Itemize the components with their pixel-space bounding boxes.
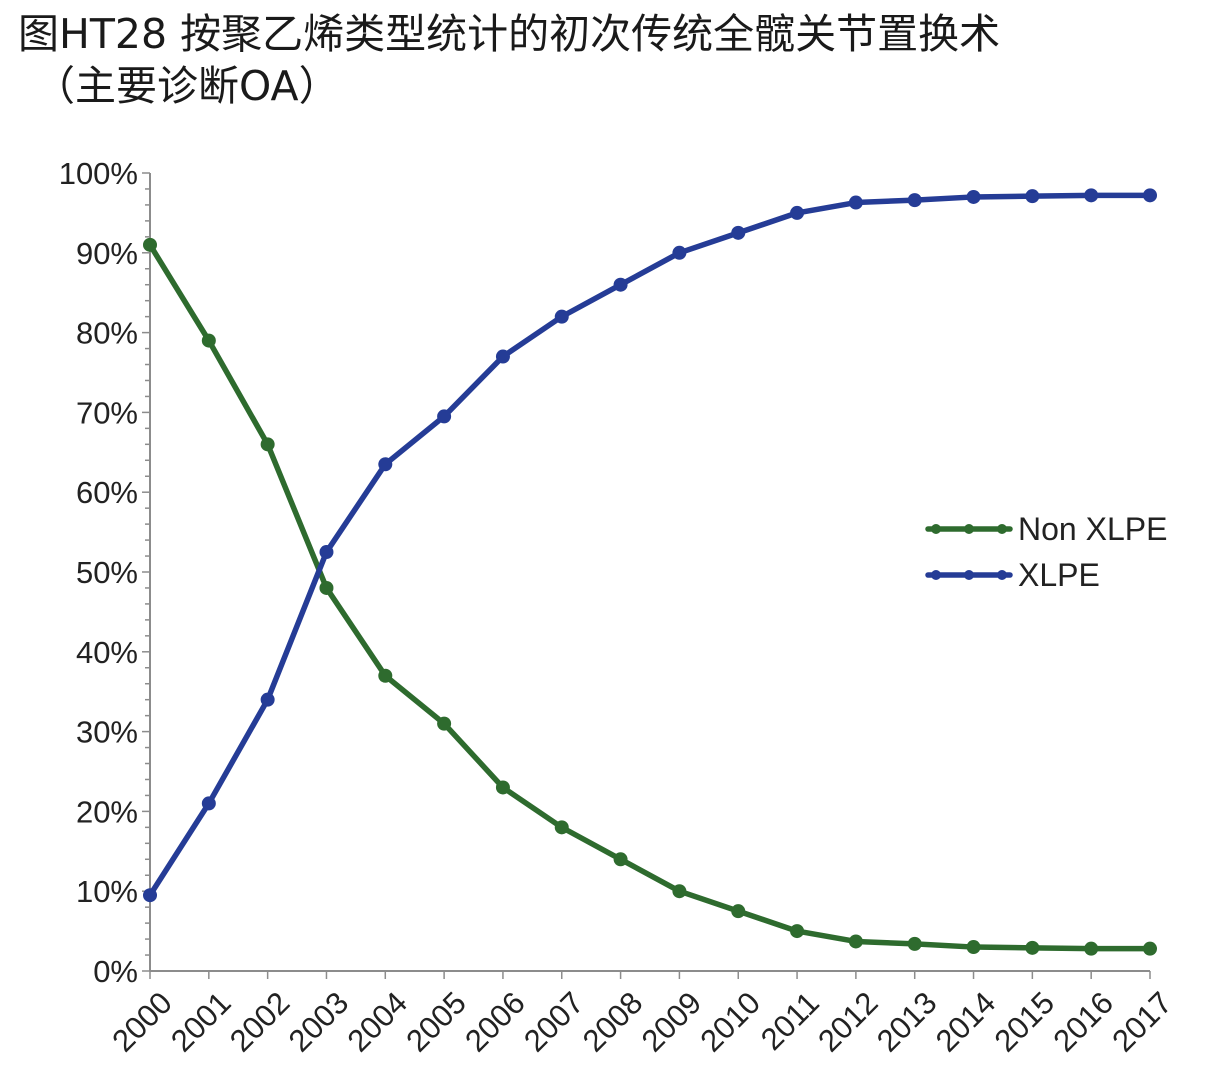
y-tick-label: 70% [76, 395, 138, 430]
data-point-xlpe [613, 277, 628, 292]
x-tick-label: 2002 [223, 985, 297, 1059]
data-point-xlpe [378, 457, 393, 472]
series-layer [143, 188, 1157, 956]
data-point-non-xlpe [966, 940, 981, 955]
data-point-xlpe [907, 193, 922, 208]
x-tick-label: 2004 [341, 985, 415, 1059]
x-tick-label: 2017 [1105, 985, 1179, 1059]
x-tick-label: 2005 [399, 985, 473, 1059]
data-point-non-xlpe [260, 437, 275, 452]
series-line-non-xlpe [147, 242, 1153, 952]
data-point-non-xlpe [1084, 941, 1099, 956]
data-point-xlpe [143, 888, 157, 903]
y-tick-label: 0% [93, 954, 138, 989]
data-point-xlpe [1084, 188, 1099, 203]
data-point-non-xlpe [613, 852, 628, 867]
x-tick-label: 2008 [576, 985, 650, 1059]
data-point-xlpe [1025, 189, 1040, 204]
y-tick-label: 60% [76, 475, 138, 510]
data-point-non-xlpe [495, 780, 510, 795]
x-tick-label: 2000 [105, 985, 179, 1059]
y-tick-label: 40% [76, 635, 138, 670]
data-point-xlpe [495, 349, 510, 364]
data-point-xlpe [672, 245, 687, 260]
data-point-non-xlpe [731, 904, 746, 919]
legend-marker-xlpe [964, 570, 974, 580]
data-point-xlpe [848, 195, 863, 210]
legend-marker-non-xlpe [964, 524, 974, 534]
data-point-non-xlpe [1143, 941, 1157, 956]
y-tick-label: 80% [76, 316, 138, 351]
data-point-xlpe [437, 409, 452, 424]
data-point-xlpe [966, 189, 981, 204]
data-point-non-xlpe [143, 237, 157, 252]
data-point-xlpe [1143, 188, 1157, 203]
data-point-non-xlpe [907, 936, 922, 951]
x-tick-label: 2001 [164, 985, 238, 1059]
data-point-non-xlpe [201, 333, 216, 348]
x-tick-label: 2014 [929, 985, 1003, 1059]
data-point-xlpe [319, 545, 334, 560]
x-tick-label: 2010 [694, 985, 768, 1059]
data-point-non-xlpe [790, 924, 805, 939]
legend-marker-xlpe [997, 570, 1007, 580]
data-point-xlpe [554, 309, 569, 324]
chart-title-line1: 图HT28 按聚乙烯类型统计的初次传统全髋关节置换术 [18, 10, 1001, 58]
y-tick-label: 90% [76, 236, 138, 271]
data-point-xlpe [790, 205, 805, 220]
series-line-xlpe [147, 192, 1153, 898]
x-tick-label: 2006 [458, 985, 532, 1059]
x-tick-label: 2003 [282, 985, 356, 1059]
data-point-xlpe [731, 225, 746, 240]
y-tick-label: 50% [76, 555, 138, 590]
y-tick-label: 100% [59, 156, 138, 191]
x-tick-label: 2011 [754, 985, 826, 1057]
y-tick-label: 20% [76, 794, 138, 829]
chart-title-line2: （主要诊断OA） [34, 62, 340, 110]
data-point-non-xlpe [1025, 940, 1040, 955]
legend-label-non-xlpe: Non XLPE [1018, 511, 1167, 547]
legend-marker-non-xlpe [997, 524, 1007, 534]
legend: Non XLPE XLPE [925, 511, 1167, 593]
x-tick-label: 2007 [517, 985, 591, 1059]
y-tick-label: 30% [76, 715, 138, 750]
data-point-non-xlpe [672, 884, 687, 899]
legend-label-xlpe: XLPE [1018, 557, 1100, 593]
data-point-non-xlpe [437, 716, 452, 731]
chart-title: 图HT28 按聚乙烯类型统计的初次传统全髋关节置换术 （主要诊断OA） [18, 8, 1000, 112]
x-tick-label: 2012 [811, 985, 885, 1059]
data-point-non-xlpe [378, 668, 393, 683]
legend-marker-non-xlpe [931, 524, 941, 534]
data-point-non-xlpe [848, 934, 863, 949]
data-point-xlpe [201, 796, 216, 811]
x-tick-label: 2015 [988, 985, 1062, 1059]
x-tick-label: 2009 [635, 985, 709, 1059]
data-point-non-xlpe [554, 820, 569, 835]
legend-marker-xlpe [931, 570, 941, 580]
x-tick-label: 2013 [870, 985, 944, 1059]
y-tick-label: 10% [76, 874, 138, 909]
x-tick-label: 2016 [1046, 985, 1120, 1059]
data-point-non-xlpe [319, 580, 334, 595]
data-point-xlpe [260, 692, 275, 707]
